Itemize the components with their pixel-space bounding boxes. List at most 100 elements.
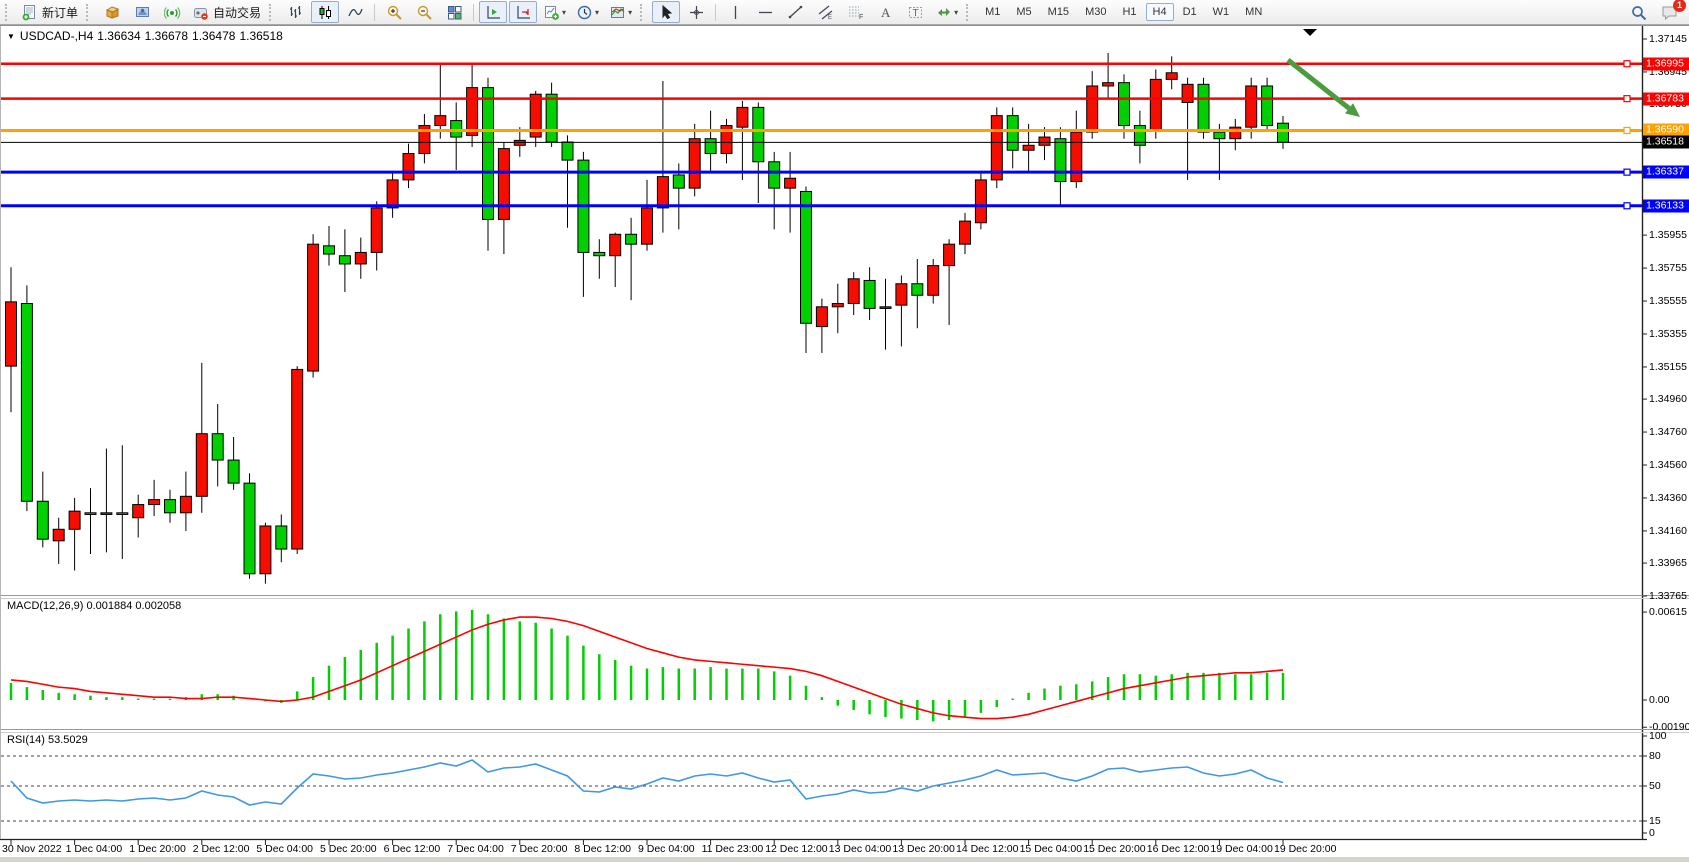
macd-tick: -0.001906 bbox=[1649, 721, 1689, 734]
line-handle[interactable] bbox=[1623, 60, 1631, 68]
date-label: 7 Dec 20:00 bbox=[510, 843, 568, 855]
timeframe-d1[interactable]: D1 bbox=[1182, 6, 1197, 18]
chart-candles-button[interactable] bbox=[311, 1, 340, 23]
date-label: 7 Dec 04:00 bbox=[447, 843, 504, 855]
price-tick: 1.35755 bbox=[1649, 262, 1687, 275]
candle bbox=[784, 177, 797, 189]
timeframe-w1[interactable]: W1 bbox=[1212, 6, 1230, 18]
timeframe-m30[interactable]: M30 bbox=[1085, 6, 1107, 18]
period-button[interactable]: ▾ bbox=[572, 1, 603, 23]
text-label-icon: T bbox=[907, 4, 924, 21]
candle bbox=[36, 500, 49, 540]
chart-shift-icon bbox=[485, 4, 502, 21]
timeframe-m15[interactable]: M15 bbox=[1047, 6, 1070, 18]
price-tick: 1.34960 bbox=[1649, 393, 1687, 406]
notification-badge: 1 bbox=[1673, 0, 1686, 12]
chart-shift-marker[interactable] bbox=[1303, 29, 1317, 36]
price-tick: 1.34360 bbox=[1649, 491, 1687, 504]
svg-text:T: T bbox=[912, 8, 918, 19]
zoom-in-button[interactable] bbox=[380, 1, 408, 23]
line-handle[interactable] bbox=[1623, 126, 1631, 135]
hline-button[interactable] bbox=[751, 1, 779, 23]
search-button[interactable] bbox=[1625, 2, 1653, 24]
add-chart-button[interactable]: ▾ bbox=[539, 1, 570, 23]
vline-icon bbox=[727, 4, 744, 21]
candle bbox=[927, 265, 940, 296]
channel-button[interactable]: E bbox=[811, 1, 839, 23]
shapes-button[interactable]: ▾ bbox=[931, 1, 962, 23]
candle bbox=[402, 153, 415, 181]
text-label-button[interactable]: T bbox=[901, 1, 929, 23]
timeframe-h4[interactable]: H4 bbox=[1145, 3, 1174, 21]
autotrading-icon bbox=[192, 4, 209, 21]
candle bbox=[68, 510, 81, 530]
price-tick: 1.34760 bbox=[1649, 426, 1687, 439]
candle bbox=[625, 233, 638, 245]
price-tick: 1.37145 bbox=[1649, 33, 1687, 45]
fibonacci-button[interactable]: F bbox=[841, 1, 869, 23]
candle bbox=[1054, 138, 1067, 183]
rsi-tick: 50 bbox=[1649, 780, 1661, 792]
line-handle[interactable] bbox=[1623, 202, 1631, 210]
chevron-down-icon[interactable]: ▾ bbox=[595, 7, 600, 17]
candle bbox=[879, 306, 892, 309]
timeframe-m1[interactable]: M1 bbox=[985, 6, 1001, 18]
rsi-label: RSI(14) 53.5029 bbox=[7, 734, 88, 746]
candle bbox=[434, 115, 447, 127]
template-button[interactable]: ▾ bbox=[605, 1, 636, 23]
rsi-layer bbox=[1, 755, 1642, 822]
candle bbox=[911, 283, 924, 296]
zoom-out-button[interactable] bbox=[410, 1, 438, 23]
line-handle[interactable] bbox=[1623, 95, 1631, 103]
add-chart-icon bbox=[543, 4, 560, 21]
price-level-label: 1.36133 bbox=[1643, 199, 1689, 213]
date-label: 13 Dec 20:00 bbox=[892, 843, 955, 855]
macd-layer bbox=[9, 609, 1285, 722]
candle bbox=[561, 141, 574, 161]
template-icon bbox=[609, 4, 626, 21]
trendline-button[interactable] bbox=[781, 1, 809, 23]
macd-signal-line bbox=[10, 616, 1284, 720]
candle bbox=[466, 87, 479, 136]
chevron-down-icon[interactable]: ▾ bbox=[628, 7, 633, 17]
crosshair-button[interactable] bbox=[682, 1, 710, 23]
text-button[interactable]: A bbox=[871, 1, 899, 23]
line-handle[interactable] bbox=[1623, 168, 1631, 176]
svg-text:F: F bbox=[859, 14, 863, 21]
candle bbox=[323, 245, 335, 255]
trend-arrow-annotation[interactable] bbox=[1286, 58, 1351, 111]
chart-bars-button[interactable] bbox=[281, 1, 309, 23]
new-order-button-label: 新订单 bbox=[42, 5, 79, 20]
signals-button[interactable] bbox=[158, 1, 186, 23]
candle bbox=[529, 93, 542, 138]
chart-profile-button[interactable] bbox=[98, 1, 126, 23]
chart-menu-icon[interactable]: ▼ bbox=[7, 32, 15, 41]
zoom-in-icon bbox=[386, 4, 403, 21]
candle bbox=[1149, 78, 1162, 131]
timeframe-h1[interactable]: H1 bbox=[1122, 6, 1137, 18]
auto-scroll-icon bbox=[515, 4, 532, 21]
chat-button[interactable]: 1 bbox=[1655, 0, 1686, 24]
timeframe-mn[interactable]: MN bbox=[1245, 6, 1263, 18]
tile-windows-button[interactable] bbox=[440, 1, 468, 23]
timeframe-m5[interactable]: M5 bbox=[1016, 6, 1032, 18]
candle bbox=[641, 207, 653, 245]
chevron-down-icon[interactable]: ▾ bbox=[954, 7, 959, 17]
candle bbox=[450, 120, 463, 138]
navigator-button[interactable] bbox=[128, 1, 156, 23]
chart-line-button[interactable] bbox=[341, 1, 369, 23]
trendline-icon bbox=[787, 4, 804, 21]
autotrading-button[interactable]: 自动交易 bbox=[188, 1, 265, 23]
auto-scroll-button[interactable] bbox=[509, 1, 538, 23]
svg-text:A: A bbox=[881, 5, 891, 20]
chevron-down-icon[interactable]: ▾ bbox=[562, 7, 567, 17]
chart-high: 1.36678 bbox=[144, 29, 189, 43]
candle bbox=[1165, 72, 1178, 80]
new-order-button[interactable]: 新订单 bbox=[17, 1, 82, 23]
vline-button[interactable] bbox=[721, 1, 749, 23]
cursor-button[interactable] bbox=[652, 1, 681, 23]
chart-shift-button[interactable] bbox=[479, 1, 508, 23]
signals-icon bbox=[163, 4, 181, 21]
candle bbox=[768, 161, 781, 189]
